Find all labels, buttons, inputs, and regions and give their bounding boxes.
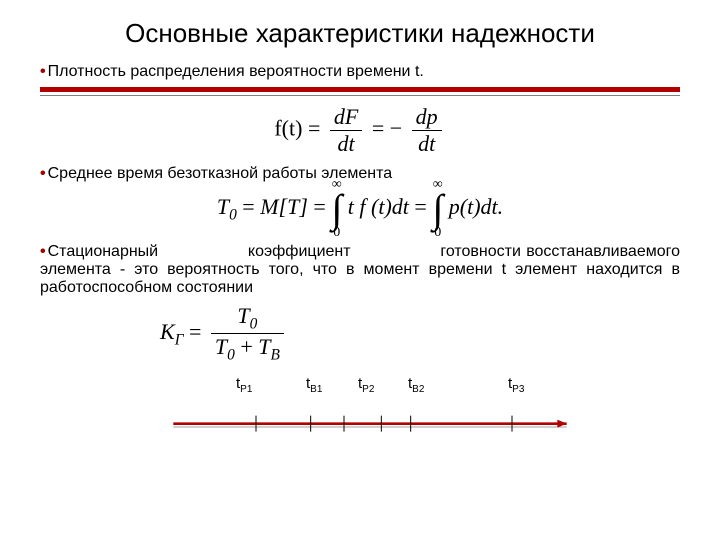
f2-lhs-sub: 0 <box>229 206 237 223</box>
f2-body2: p(t)dt. <box>449 194 503 219</box>
timeline: tР1 tВ1 tР2 tВ2 tР3 <box>40 375 680 454</box>
f2-body1: t f (t)dt <box>348 194 409 219</box>
bullet-1: •Плотность распределения вероятности вре… <box>40 63 680 81</box>
f1-den1: dt <box>338 131 355 156</box>
f3-den1-sub: 0 <box>227 347 235 364</box>
bullet-3: •Стационарный коэффициент готовности вос… <box>40 243 680 297</box>
f3-den2: T <box>258 334 270 359</box>
formula-1: f(t) = dF dt = − dp dt <box>40 104 680 157</box>
f3-lhs-base: K <box>160 319 175 344</box>
timeline-label: tР1 <box>236 375 252 395</box>
f3-num-sub: 0 <box>250 315 258 332</box>
f2-int1-low: 0 <box>333 225 340 241</box>
bullet-2: •Среднее время безотказной работы элемен… <box>40 165 680 183</box>
divider-1 <box>40 87 680 96</box>
timeline-label: tВ1 <box>306 375 322 395</box>
f3-num: T <box>237 303 249 328</box>
bullet-1-text: Плотность распределения вероятности врем… <box>48 63 424 80</box>
f2-int2-low: 0 <box>434 225 441 241</box>
slide-title: Основные характеристики надежности <box>40 18 680 49</box>
f3-den1: T <box>215 334 227 359</box>
timeline-label: tВ2 <box>408 375 424 395</box>
timeline-svg <box>40 409 680 449</box>
formula-3: KГ = T0 T0 + TВ <box>40 303 680 365</box>
bullet-dot: • <box>40 63 46 80</box>
f1-num1: dF <box>334 104 358 129</box>
f3-den2-sub: В <box>271 347 280 364</box>
f3-lhs-sub: Г <box>175 331 184 348</box>
f1-num2: dp <box>416 104 438 129</box>
bullet-dot-2: • <box>40 165 46 182</box>
f1-den2: dt <box>418 131 435 156</box>
f1-lhs: f(t) <box>274 116 302 141</box>
bullet-dot-3: • <box>40 243 46 260</box>
b3-line1: Стационарный коэффициент готовности <box>48 243 521 260</box>
f2-mid: M[T] <box>260 194 308 219</box>
f2-lhs-base: T <box>217 194 229 219</box>
timeline-label: tР2 <box>358 375 374 395</box>
formula-2: T0 = M[T] = ∞ ∫ 0 t f (t)dt = ∞ ∫ 0 p(t)… <box>40 189 680 229</box>
timeline-label: tР3 <box>508 375 524 395</box>
